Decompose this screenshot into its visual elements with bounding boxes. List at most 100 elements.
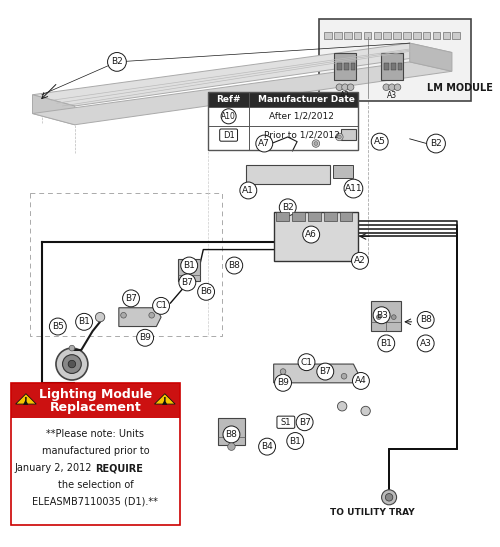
Circle shape — [392, 315, 396, 319]
Text: LM MODULE: LM MODULE — [426, 83, 492, 93]
Bar — [344, 63, 348, 71]
Circle shape — [126, 404, 130, 409]
Circle shape — [296, 414, 313, 430]
Circle shape — [258, 438, 276, 455]
Circle shape — [56, 348, 88, 380]
Circle shape — [104, 404, 109, 409]
Circle shape — [341, 374, 347, 379]
Text: A6: A6 — [306, 230, 317, 239]
Circle shape — [394, 84, 401, 90]
Text: ▲: ▲ — [23, 399, 28, 405]
Bar — [384, 63, 389, 71]
Text: B3: B3 — [376, 311, 388, 320]
Circle shape — [314, 142, 318, 146]
Bar — [413, 32, 420, 39]
Circle shape — [240, 182, 257, 199]
Bar — [354, 32, 362, 39]
Bar — [208, 126, 358, 144]
Text: B2: B2 — [282, 203, 294, 212]
Polygon shape — [16, 394, 36, 404]
Text: A11: A11 — [344, 184, 362, 193]
Circle shape — [386, 493, 393, 501]
Bar — [208, 107, 358, 126]
Circle shape — [426, 134, 446, 153]
Text: B8: B8 — [420, 316, 432, 324]
Text: B7: B7 — [320, 367, 331, 376]
Circle shape — [373, 307, 390, 324]
Bar — [394, 32, 401, 39]
Circle shape — [223, 426, 240, 443]
Bar — [11, 383, 180, 526]
Bar — [341, 129, 356, 140]
Polygon shape — [154, 394, 175, 404]
Bar — [11, 383, 180, 526]
Bar — [432, 32, 440, 39]
Bar — [334, 32, 342, 39]
Text: Prior to 1/2/2012: Prior to 1/2/2012 — [264, 131, 340, 139]
Bar — [334, 54, 356, 80]
Polygon shape — [32, 43, 452, 106]
Text: B1: B1 — [184, 261, 195, 270]
Text: After 1/2/2012: After 1/2/2012 — [270, 112, 334, 121]
Bar — [384, 32, 391, 39]
Circle shape — [102, 401, 112, 411]
Polygon shape — [246, 165, 330, 184]
Text: C1: C1 — [155, 301, 167, 310]
Circle shape — [280, 199, 296, 216]
Bar — [292, 212, 304, 222]
Circle shape — [317, 363, 334, 380]
Circle shape — [372, 133, 388, 150]
Text: B2: B2 — [430, 139, 442, 148]
Circle shape — [136, 329, 154, 346]
Polygon shape — [119, 308, 161, 327]
Text: B1: B1 — [290, 437, 301, 445]
Bar — [398, 63, 402, 71]
Circle shape — [280, 369, 286, 374]
Circle shape — [417, 335, 434, 352]
Circle shape — [68, 360, 76, 368]
Circle shape — [181, 257, 198, 274]
Circle shape — [352, 252, 368, 269]
Text: B9: B9 — [277, 379, 289, 387]
Text: A3: A3 — [420, 339, 432, 348]
Text: A10: A10 — [221, 112, 236, 121]
Text: B8: B8 — [226, 430, 237, 439]
Circle shape — [120, 312, 126, 318]
Circle shape — [338, 401, 347, 411]
Circle shape — [256, 135, 272, 152]
Text: ▲: ▲ — [162, 399, 168, 405]
Bar — [308, 212, 320, 222]
Bar — [338, 63, 342, 71]
Circle shape — [122, 290, 140, 307]
Bar — [318, 19, 470, 101]
Polygon shape — [410, 43, 452, 71]
Text: Lighting Module: Lighting Module — [38, 388, 152, 400]
Bar — [208, 92, 358, 150]
Circle shape — [378, 335, 394, 352]
Text: B8: B8 — [228, 261, 240, 270]
Text: A5: A5 — [374, 137, 386, 146]
Text: !: ! — [163, 397, 166, 406]
FancyBboxPatch shape — [277, 416, 295, 428]
Text: A4: A4 — [355, 376, 367, 386]
Circle shape — [50, 318, 66, 335]
Bar — [452, 32, 460, 39]
Polygon shape — [32, 95, 74, 125]
Text: A2: A2 — [354, 257, 366, 265]
Bar — [324, 212, 336, 222]
Bar — [364, 32, 372, 39]
Text: B7: B7 — [298, 418, 310, 427]
Text: B5: B5 — [52, 322, 64, 331]
Circle shape — [336, 133, 343, 141]
Text: Manufacturer Date: Manufacturer Date — [258, 95, 355, 104]
Circle shape — [303, 226, 320, 243]
Circle shape — [84, 399, 88, 404]
Text: **Please note: Units: **Please note: Units — [46, 429, 144, 439]
Text: manufactured prior to: manufactured prior to — [42, 446, 149, 456]
Text: B7: B7 — [182, 278, 194, 287]
Circle shape — [388, 84, 395, 90]
Text: B1: B1 — [78, 317, 90, 327]
Circle shape — [221, 109, 236, 124]
Circle shape — [69, 345, 74, 351]
Bar — [350, 63, 356, 71]
